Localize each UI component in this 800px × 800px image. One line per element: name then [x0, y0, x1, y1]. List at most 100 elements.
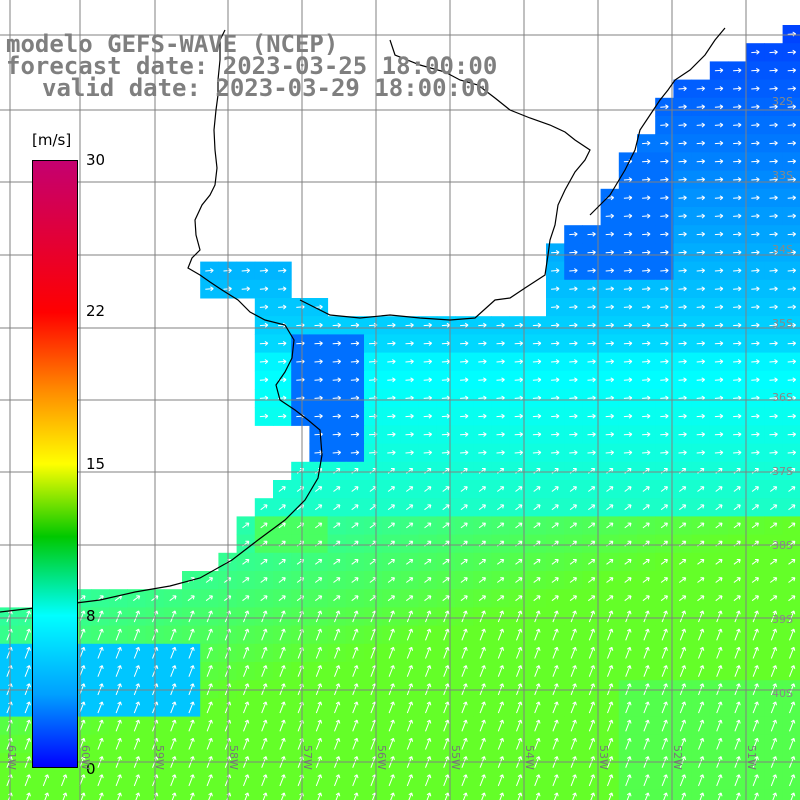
wind-arrow — [115, 719, 122, 732]
wind-arrow — [569, 377, 578, 383]
wind-arrow — [660, 104, 669, 110]
wind-arrow — [679, 577, 687, 583]
wind-arrow — [188, 683, 195, 696]
latitude-label: 39S — [772, 613, 793, 626]
wind-arrow — [751, 231, 760, 237]
wind-arrow — [789, 701, 796, 714]
wind-arrow — [259, 413, 269, 419]
wind-arrow — [678, 268, 687, 274]
longitude-label: 51W — [745, 745, 758, 770]
wind-arrow — [625, 701, 632, 714]
wind-arrow — [661, 610, 668, 623]
wind-arrow — [605, 340, 615, 346]
wind-arrow — [552, 610, 559, 623]
wind-arrow — [569, 268, 578, 274]
wind-arrow — [715, 486, 723, 492]
wind-arrow — [696, 286, 706, 292]
wind-arrow — [261, 774, 268, 787]
wind-arrow — [80, 792, 86, 800]
wind-arrow — [115, 646, 122, 659]
wind-arrow — [769, 177, 778, 183]
wind-arrow — [678, 431, 687, 437]
wind-arrow — [570, 646, 577, 659]
wind-arrow — [679, 683, 687, 696]
wind-arrow — [733, 122, 742, 128]
wind-arrow — [334, 646, 341, 659]
wind-arrow — [733, 577, 741, 583]
wind-arrow — [408, 792, 414, 800]
wind-arrow — [551, 249, 560, 255]
wind-arrow — [352, 774, 359, 787]
valid-date: valid date: 2023-03-29 18:00:00 — [42, 74, 490, 102]
wind-arrow — [497, 595, 505, 602]
wind-arrow — [624, 577, 632, 583]
wind-arrow — [405, 340, 414, 346]
wind-arrow — [406, 522, 414, 529]
wind-arrow — [733, 559, 741, 565]
wind-arrow — [605, 249, 615, 255]
wind-arrow — [516, 646, 523, 659]
wind-arrow — [588, 504, 596, 511]
wind-arrow — [496, 413, 505, 419]
latitude-label: 35S — [772, 317, 793, 330]
wind-arrow — [259, 304, 269, 310]
wind-arrow — [733, 195, 742, 201]
wind-arrow — [642, 304, 651, 310]
wind-arrow — [642, 486, 650, 492]
wind-arrow — [552, 646, 559, 659]
wind-arrow — [679, 737, 687, 750]
wind-arrow — [787, 158, 797, 164]
wind-arrow — [751, 577, 759, 583]
wind-arrow — [787, 377, 797, 383]
wind-arrow — [587, 359, 596, 365]
wind-arrow — [606, 595, 614, 602]
wind-arrow — [551, 304, 560, 310]
wind-arrow — [315, 577, 323, 583]
wind-arrow — [733, 231, 742, 237]
wind-arrow — [259, 340, 269, 346]
wind-arrow — [642, 195, 651, 201]
wind-arrow — [170, 646, 177, 659]
wind-arrow — [733, 486, 741, 492]
wind-arrow — [679, 701, 687, 714]
wind-arrow — [315, 683, 323, 696]
wind-arrow — [479, 774, 486, 787]
wind-arrow — [514, 450, 524, 456]
wind-arrow — [570, 737, 577, 750]
wind-arrow — [423, 340, 433, 346]
wind-arrow — [478, 577, 486, 583]
wind-arrow — [478, 504, 486, 511]
wind-arrow — [497, 774, 505, 787]
wind-arrow — [678, 340, 687, 346]
wind-arrow — [769, 359, 778, 365]
wind-arrow — [698, 665, 705, 677]
wind-arrow — [587, 286, 596, 292]
wind-arrow — [188, 719, 195, 732]
wind-arrow — [24, 683, 31, 696]
wind-arrow — [607, 719, 614, 732]
wind-arrow — [733, 413, 742, 419]
wind-arrow — [788, 559, 796, 565]
wind-arrow — [772, 792, 778, 800]
wind-arrow — [279, 701, 286, 714]
wind-arrow — [679, 628, 687, 641]
wind-arrow — [388, 628, 395, 641]
wind-arrow — [734, 610, 741, 623]
wind-arrow — [769, 195, 778, 201]
wind-arrow — [714, 450, 724, 456]
wind-arrow — [623, 450, 633, 456]
wind-arrow — [769, 450, 778, 456]
wind-arrow — [259, 286, 269, 292]
wind-arrow — [261, 646, 268, 659]
wind-arrow — [588, 719, 596, 732]
wind-arrow — [588, 737, 596, 750]
wind-arrow — [243, 646, 250, 659]
wind-arrow — [206, 610, 213, 623]
wind-arrow — [460, 522, 468, 529]
wind-arrow — [334, 701, 341, 714]
wind-arrow — [442, 522, 450, 529]
wind-arrow — [678, 140, 687, 146]
wind-arrow — [551, 450, 560, 456]
wind-arrow — [352, 665, 359, 677]
wind-arrow — [697, 595, 705, 602]
